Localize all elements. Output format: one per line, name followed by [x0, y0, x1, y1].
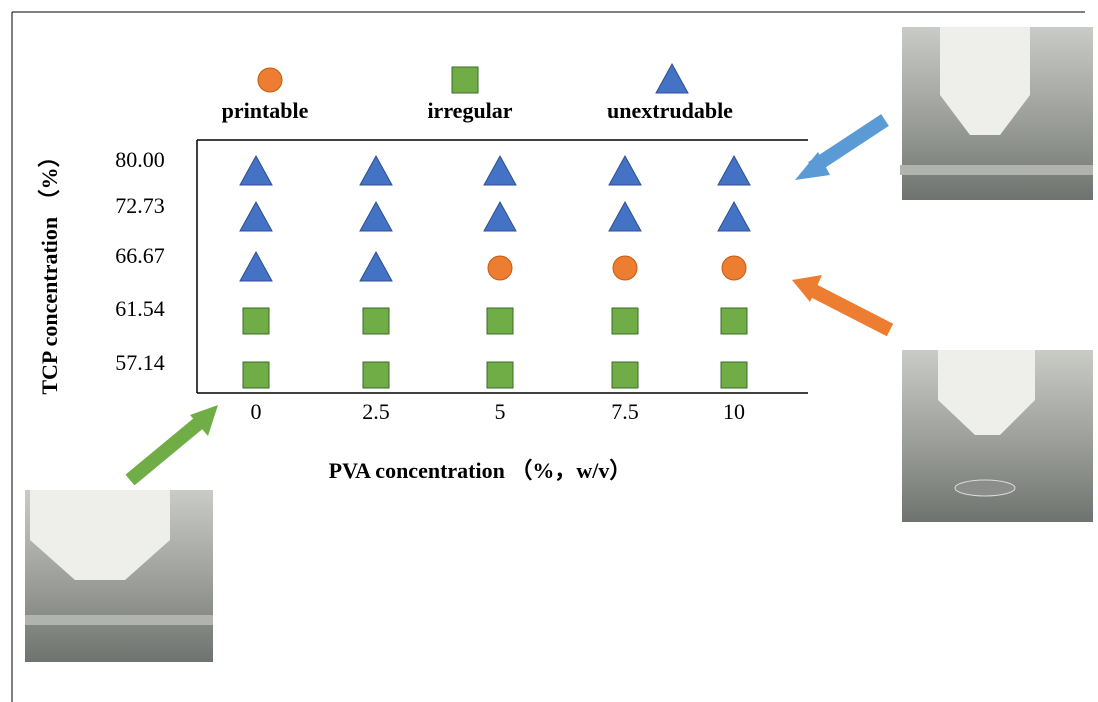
marker	[722, 256, 746, 280]
marker	[363, 362, 389, 388]
marker	[484, 156, 516, 185]
y-axis-title: TCP concentration （%）	[37, 145, 62, 394]
x-tick-label: 7.5	[611, 399, 639, 424]
arrow	[130, 405, 218, 480]
legend-label: irregular	[427, 98, 512, 123]
legend-marker	[258, 68, 282, 92]
arrow	[795, 120, 885, 180]
marker	[240, 202, 272, 231]
marker	[240, 252, 272, 281]
marker	[487, 362, 513, 388]
y-tick-label: 57.14	[115, 350, 165, 375]
y-tick-label: 66.67	[115, 243, 165, 268]
photo	[25, 490, 213, 662]
legend-marker	[656, 64, 688, 93]
photo	[902, 350, 1093, 522]
marker	[484, 202, 516, 231]
legend-marker	[452, 67, 478, 93]
marker	[718, 202, 750, 231]
marker	[609, 202, 641, 231]
marker	[612, 308, 638, 334]
y-tick-label: 80.00	[115, 147, 165, 172]
x-tick-label: 10	[723, 399, 745, 424]
y-tick-label: 72.73	[115, 193, 165, 218]
marker	[363, 308, 389, 334]
marker	[360, 202, 392, 231]
figure: PVA concentration （%，w/v） TCP concentrat…	[0, 0, 1098, 702]
y-tick-label: 61.54	[115, 296, 165, 321]
marker	[360, 156, 392, 185]
legend-label: unextrudable	[607, 98, 733, 123]
x-tick-label: 5	[495, 399, 506, 424]
marker	[243, 308, 269, 334]
marker	[721, 308, 747, 334]
x-axis-title: PVA concentration （%，w/v）	[329, 458, 632, 483]
legend-label: printable	[222, 98, 309, 123]
marker	[718, 156, 750, 185]
photo	[900, 27, 1093, 200]
marker	[360, 252, 392, 281]
marker	[613, 256, 637, 280]
marker	[240, 156, 272, 185]
x-tick-label: 0	[251, 399, 262, 424]
marker	[487, 308, 513, 334]
x-tick-label: 2.5	[362, 399, 390, 424]
arrow	[792, 275, 890, 330]
marker	[721, 362, 747, 388]
marker	[243, 362, 269, 388]
marker	[488, 256, 512, 280]
marker	[609, 156, 641, 185]
marker	[612, 362, 638, 388]
